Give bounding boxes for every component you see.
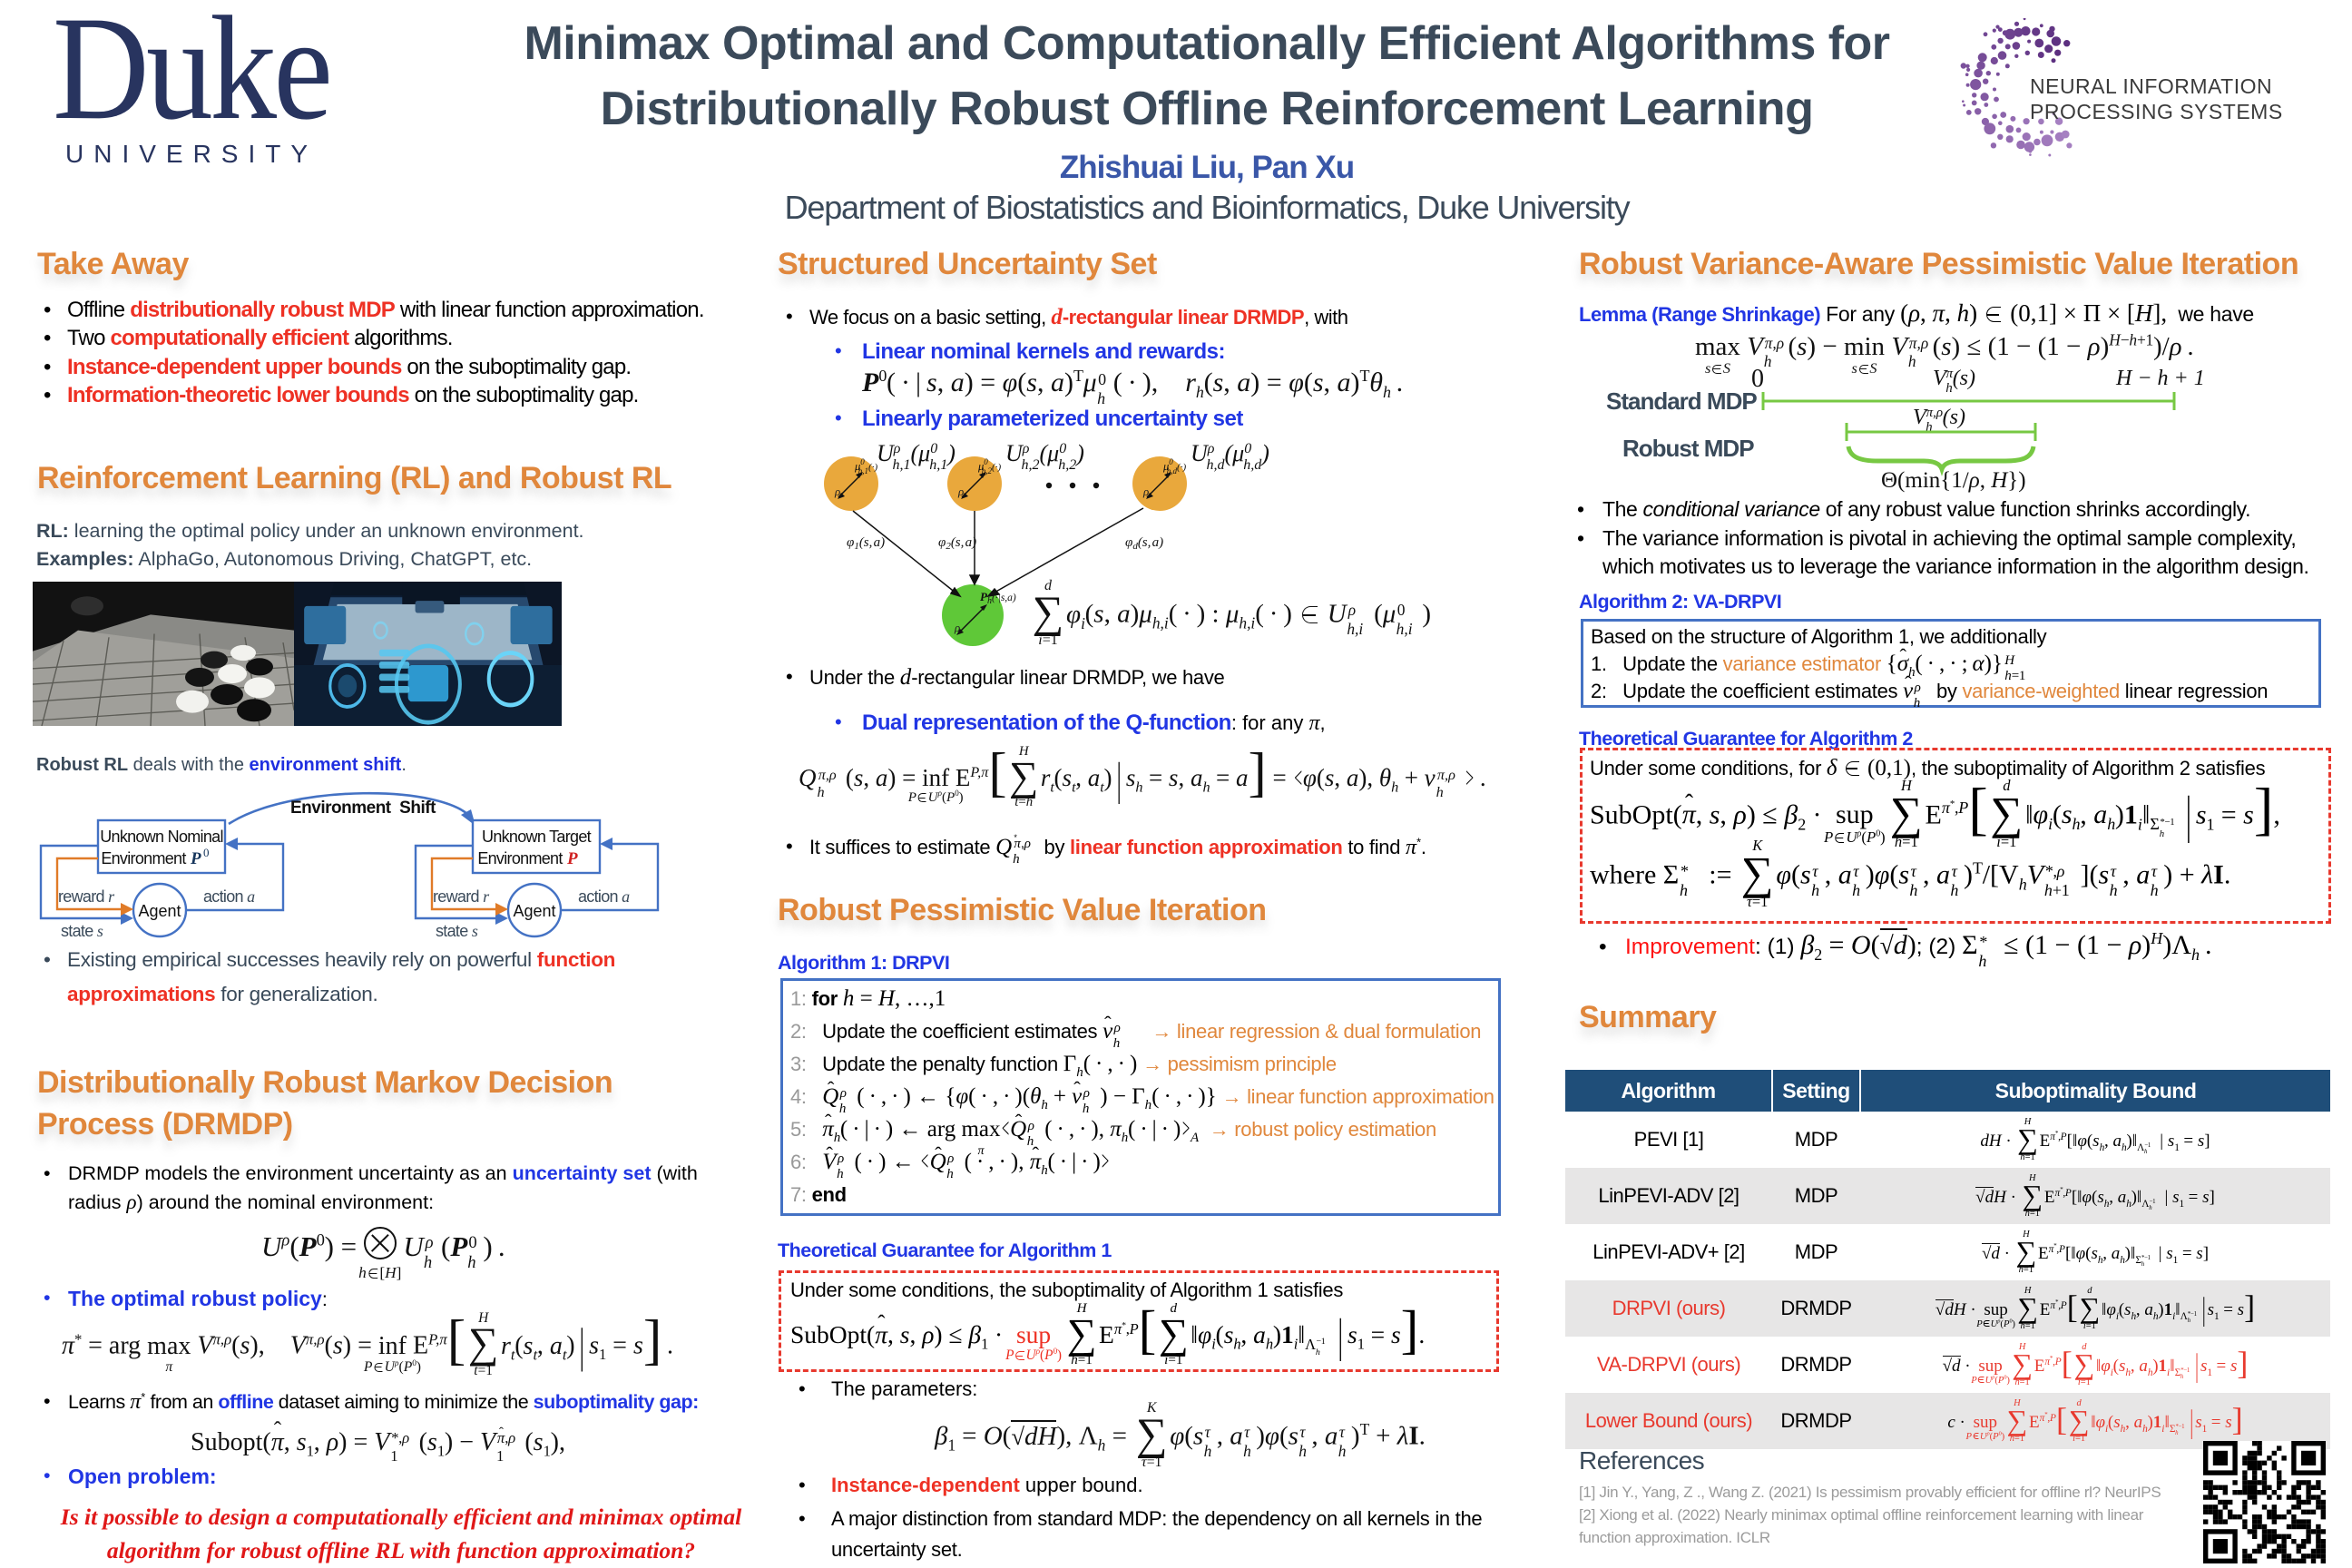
svg-text:Vπ,ρh(s): Vπ,ρ h (s): [1913, 406, 1965, 435]
svg-text:action a: action a: [203, 887, 255, 906]
svg-text:P: P: [190, 849, 201, 868]
svg-text:μ0h,1(·): μ0 h,1(·): [854, 457, 877, 475]
svg-text:Robust MDP: Robust MDP: [1622, 435, 1754, 462]
svg-text:Unknown Target: Unknown Target: [482, 828, 592, 846]
svg-text:Uρh,d(μ0h,d): Uρ h,d(μ0 h,d): [1191, 440, 1269, 473]
svg-text:Uρh,2(μ0h,2): Uρ h,2(μ0 h,2): [1005, 440, 1084, 473]
svg-text:ρ: ρ: [954, 621, 960, 634]
svg-text:Θ(min{1/ρ, H}): Θ(min{1/ρ, H}): [1881, 468, 2026, 493]
svg-text:reward r: reward r: [433, 887, 490, 906]
svg-text:φ1(s, a): φ1(s, a): [847, 535, 885, 552]
svg-text:Unknown Nominal: Unknown Nominal: [100, 828, 223, 846]
svg-text:φd(s, a): φd(s, a): [1125, 535, 1163, 552]
svg-text:state s: state s: [61, 922, 103, 940]
svg-text:H − h + 1: H − h + 1: [2115, 367, 2205, 390]
svg-text:μ0h,2(·): μ0 h,2(·): [977, 457, 1001, 475]
svg-text:Agent: Agent: [513, 902, 555, 920]
svg-text:Environment Shift: Environment Shift: [290, 799, 436, 818]
svg-text:NEURAL INFORMATION: NEURAL INFORMATION: [2030, 74, 2272, 98]
svg-text:0: 0: [203, 846, 210, 859]
svg-text:Uρh,1(μ0h,1): Uρ h,1(μ0 h,1): [877, 440, 956, 473]
svg-text:Ph(·|s,a): Ph(·|s,a): [980, 590, 1016, 606]
svg-text:ρ: ρ: [834, 485, 840, 498]
svg-text:0: 0: [1751, 365, 1764, 393]
svg-text:PROCESSING SYSTEMS: PROCESSING SYSTEMS: [2030, 100, 2283, 123]
svg-text:ρ: ρ: [957, 485, 964, 498]
svg-text:Vπh(s): Vπ h(s): [1933, 367, 1975, 396]
svg-text:Standard MDP: Standard MDP: [1606, 387, 1757, 415]
svg-text:reward r: reward r: [58, 887, 115, 906]
svg-text:P: P: [566, 849, 578, 868]
svg-text:ρ: ρ: [1142, 485, 1149, 498]
svg-text:state s: state s: [436, 922, 478, 940]
svg-text:action a: action a: [578, 887, 630, 906]
svg-text:Environment: Environment: [477, 849, 563, 867]
svg-text:μ0h,d(·): μ0 h,d(·): [1162, 457, 1186, 475]
svg-text:Environment: Environment: [101, 849, 186, 867]
svg-text:Agent: Agent: [138, 902, 181, 920]
svg-text:φ2(s, a): φ2(s, a): [938, 535, 976, 552]
